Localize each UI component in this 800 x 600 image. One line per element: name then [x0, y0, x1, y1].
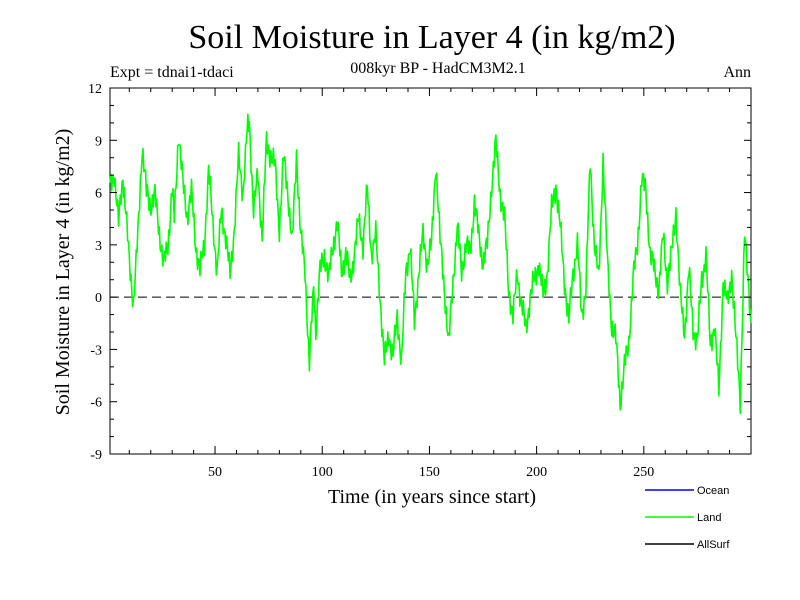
expt-label: Expt = tdnai1-tdaci [110, 64, 234, 81]
x-tick-label: 50 [208, 465, 222, 480]
plot-frame [109, 87, 752, 455]
plot-layer [109, 87, 752, 455]
y-tick-label: 9 [95, 134, 102, 149]
legend-item-allsurf: AllSurf [645, 539, 730, 551]
legend-label-allsurf: AllSurf [697, 539, 730, 551]
chart-title: Soil Moisture in Layer 4 (in kg/m2) [188, 19, 675, 56]
y-tick-label: 3 [95, 239, 102, 254]
y-tick-label: -3 [90, 343, 102, 358]
series-line-land [109, 113, 752, 415]
x-axis-label: Time (in years since start) [328, 486, 536, 508]
tick-layer: -9 -6 -3 0 3 6 9 12 50 100 150 200 250 [88, 82, 751, 480]
legend: Ocean Land AllSurf [645, 485, 730, 551]
y-tick-label: -9 [90, 448, 102, 463]
legend-item-ocean: Ocean [645, 485, 729, 497]
series-layer [109, 113, 752, 415]
x-tick-label: 200 [526, 465, 547, 480]
legend-label-land: Land [697, 512, 721, 524]
x-tick-label: 250 [633, 465, 654, 480]
chart-subtitle: 008kyr BP - HadCM3M2.1 [350, 60, 525, 77]
y-tick-label: 0 [95, 291, 102, 306]
y-tick-label: -6 [90, 396, 102, 411]
legend-item-land: Land [645, 512, 721, 524]
x-tick-label: 100 [312, 465, 333, 480]
x-tick-label: 150 [419, 465, 440, 480]
legend-label-ocean: Ocean [697, 485, 729, 497]
y-axis-label: Soil Moisture in Layer 4 (in kg/m2) [52, 129, 74, 416]
season-label: Ann [723, 64, 751, 81]
y-tick-label: 12 [88, 82, 102, 97]
y-tick-label: 6 [95, 187, 102, 202]
